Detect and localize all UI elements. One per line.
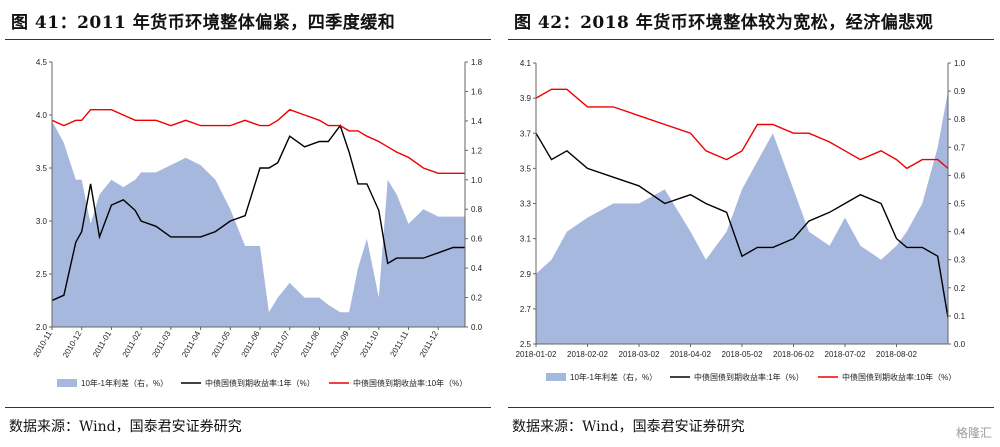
x-tick-label: 2011-03	[150, 329, 172, 359]
right-tick-label: 1.8	[471, 58, 483, 67]
left-tick-label: 2.0	[36, 323, 48, 332]
right-tick-label: 0.1	[954, 312, 966, 321]
legend-label: 10年-1年利差（右，%）	[570, 372, 657, 382]
right-tick-label: 0.3	[954, 256, 966, 265]
x-tick-label: 2011-08	[299, 329, 321, 359]
legend-label: 中债国债到期收益率:1年（%）	[694, 372, 804, 382]
spread-area	[52, 120, 465, 328]
title-rule	[508, 39, 994, 40]
x-tick-label: 2018-05-02	[722, 350, 763, 359]
left-tick-label: 2.5	[36, 270, 48, 279]
ten-year-yield-line	[535, 88, 949, 170]
left-tick-label: 3.3	[520, 200, 532, 209]
right-tick-label: 0.0	[954, 340, 966, 349]
left-tick-label: 3.7	[520, 129, 532, 138]
right-tick-label: 0.0	[471, 323, 483, 332]
left-tick-label: 3.5	[520, 164, 532, 173]
x-tick-label: 2011-12	[418, 329, 440, 359]
legend-label: 中债国债到期收益率:10年（%）	[353, 378, 467, 388]
right-tick-label: 1.6	[471, 87, 483, 96]
chart-right-svg: 2.5 2.7 2.9 3.1 3.3 3.5 3.7 3.9 4.1 0.0 0.1 0.2 0.3 0…	[516, 59, 966, 382]
left-tick-label: 2.5	[520, 340, 532, 349]
right-tick-label: 0.4	[471, 264, 483, 273]
right-tick-label: 0.6	[471, 235, 483, 244]
right-tick-label: 0.8	[471, 205, 483, 214]
right-tick-label: 0.2	[471, 294, 483, 303]
right-tick-label: 0.8	[954, 115, 966, 124]
title-rule	[5, 39, 491, 40]
x-tick-label: 2018-01-02	[516, 350, 557, 359]
legend-swatch-spread	[57, 379, 77, 387]
right-tick-label: 0.6	[954, 171, 966, 180]
right-tick-label: 0.4	[954, 228, 966, 237]
chart-panel-right: 图 42：2018 年货币环境整体较为宽松，经济偏悲观 2.5 2.7 2.9 3.1…	[508, 0, 998, 447]
left-tick-label: 4.1	[520, 59, 532, 68]
right-tick-label: 0.7	[954, 143, 966, 152]
right-tick-label: 0.2	[954, 284, 966, 293]
right-tick-label: 0.5	[954, 200, 966, 209]
x-tick-label: 2018-06-02	[773, 350, 814, 359]
left-tick-label: 4.0	[36, 111, 48, 120]
x-tick-label: 2018-07-02	[825, 350, 866, 359]
x-tick-label: 2011-05	[210, 329, 232, 359]
x-tick-label: 2011-10	[358, 329, 380, 359]
left-tick-label: 3.9	[520, 94, 532, 103]
right-tick-label: 1.4	[471, 117, 483, 126]
right-tick-label: 1.0	[954, 59, 966, 68]
x-tick-label: 2011-06	[240, 329, 262, 359]
legend-label: 中债国债到期收益率:10年（%）	[842, 372, 956, 382]
x-tick-label: 2010-12	[61, 329, 84, 359]
chart-panel-left: 图 41：2011 年货币环境整体偏紧，四季度缓和 2.0 2.5 3.0 3.5 4.…	[5, 0, 495, 447]
right-tick-label: 1.0	[471, 176, 483, 185]
source-rule	[5, 407, 491, 408]
x-tick-label: 2011-11	[388, 329, 410, 358]
ten-year-yield-line	[51, 108, 465, 175]
one-year-yield-line	[51, 124, 465, 302]
one-year-yield-line	[535, 132, 949, 318]
spread-area	[536, 91, 948, 344]
x-tick-label: 2018-02-02	[567, 350, 608, 359]
left-tick-label: 2.7	[520, 305, 532, 314]
right-tick-label: 0.9	[954, 87, 966, 96]
x-tick-label: 2011-04	[180, 329, 202, 359]
left-tick-label: 3.1	[520, 235, 532, 244]
source-rule	[508, 407, 994, 408]
left-tick-label: 2.9	[520, 270, 532, 279]
watermark: 格隆汇	[955, 426, 992, 440]
x-tick-label: 2011-09	[329, 329, 351, 359]
legend-label: 10年-1年利差（右，%）	[81, 378, 168, 388]
right-tick-label: 1.2	[471, 146, 483, 155]
left-tick-label: 3.0	[36, 217, 48, 226]
left-tick-label: 4.5	[36, 58, 48, 67]
x-tick-label: 2018-04-02	[670, 350, 711, 359]
x-tick-label: 2018-08-02	[876, 350, 917, 359]
left-tick-label: 3.5	[36, 164, 48, 173]
x-tick-label: 2011-01	[91, 329, 113, 359]
legend-swatch-spread	[546, 373, 566, 381]
chart-title: 图 41：2011 年货币环境整体偏紧，四季度缓和	[11, 13, 396, 33]
x-tick-label: 2018-03-02	[619, 350, 660, 359]
chart-left-svg: 2.0 2.5 3.0 3.5 4.0 4.5 0.0 0.2 0.4 0.6 0.8 1.0 1.2 1…	[32, 58, 483, 388]
legend-label: 中债国债到期收益率:1年（%）	[205, 378, 315, 388]
x-tick-label: 2011-02	[121, 329, 143, 359]
x-tick-label: 2010-11	[32, 329, 54, 359]
x-tick-label: 2011-07	[269, 329, 291, 359]
chart-title: 图 42：2018 年货币环境整体较为宽松，经济偏悲观	[514, 13, 934, 33]
data-source: 数据来源：Wind，国泰君安证券研究	[512, 419, 745, 435]
data-source: 数据来源：Wind，国泰君安证券研究	[9, 419, 242, 435]
